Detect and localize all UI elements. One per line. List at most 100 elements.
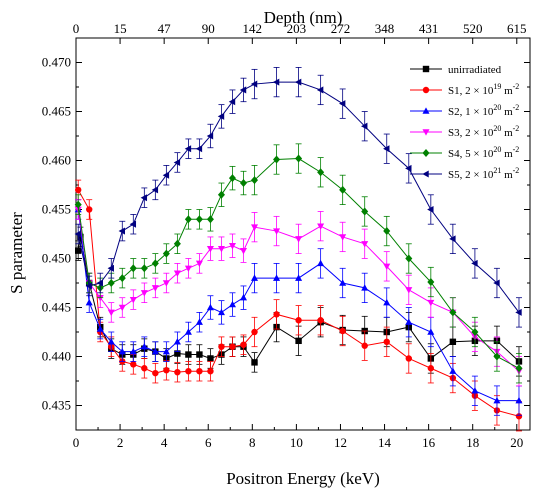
data-point bbox=[163, 367, 170, 374]
top-tick-label: 15 bbox=[114, 21, 127, 36]
data-point bbox=[152, 369, 159, 377]
data-point bbox=[251, 328, 258, 336]
data-point bbox=[250, 80, 258, 88]
data-point bbox=[361, 207, 369, 216]
x-tick-label: 20 bbox=[510, 435, 523, 450]
data-point bbox=[239, 294, 248, 301]
legend-entry: S1, 2 × 1019 m-2 bbox=[410, 82, 519, 97]
data-point bbox=[195, 260, 203, 268]
data-point bbox=[74, 230, 81, 238]
data-point bbox=[129, 264, 137, 273]
data-point bbox=[361, 284, 369, 291]
data-point bbox=[427, 278, 435, 287]
legend-entry: S5, 2 × 1021 m-2 bbox=[410, 166, 519, 181]
data-point bbox=[174, 368, 181, 376]
data-point bbox=[184, 265, 192, 272]
data-point bbox=[107, 279, 115, 287]
data-point bbox=[140, 264, 148, 273]
data-point bbox=[471, 259, 478, 267]
data-point bbox=[383, 263, 391, 271]
data-point bbox=[74, 200, 82, 209]
data-point bbox=[273, 155, 281, 164]
data-point bbox=[294, 78, 302, 86]
data-point bbox=[140, 290, 148, 297]
data-point bbox=[250, 224, 259, 231]
series-s4 bbox=[74, 143, 523, 384]
data-point bbox=[217, 190, 225, 199]
data-point bbox=[405, 318, 413, 325]
data-point bbox=[96, 294, 104, 302]
data-point bbox=[317, 317, 324, 324]
legend-label: S4, 5 × 1020 m-2 bbox=[448, 145, 519, 160]
x-tick-label: 12 bbox=[334, 435, 347, 450]
data-point bbox=[185, 368, 192, 375]
data-point bbox=[107, 338, 115, 345]
data-point bbox=[493, 279, 500, 287]
data-point bbox=[361, 241, 369, 248]
data-point bbox=[86, 206, 93, 213]
top-tick-label: 90 bbox=[202, 21, 215, 36]
x-tick-label: 6 bbox=[205, 435, 212, 450]
data-point bbox=[317, 168, 325, 177]
data-point bbox=[206, 245, 214, 253]
y-tick-label: 0.440 bbox=[42, 349, 71, 364]
data-point bbox=[207, 355, 214, 362]
y-axis-title: S parameter bbox=[7, 212, 26, 294]
data-point bbox=[118, 347, 126, 355]
data-point bbox=[295, 337, 302, 345]
data-point bbox=[383, 145, 390, 153]
data-point bbox=[295, 317, 302, 324]
data-point bbox=[85, 298, 93, 306]
y-tick-label: 0.460 bbox=[42, 153, 71, 168]
data-point bbox=[383, 338, 390, 345]
data-point bbox=[515, 413, 523, 420]
data-point bbox=[151, 259, 159, 268]
x-tick-label: 18 bbox=[466, 435, 479, 450]
data-point bbox=[207, 368, 214, 375]
data-point bbox=[273, 311, 280, 318]
series-s2 bbox=[74, 199, 523, 416]
data-point bbox=[427, 299, 435, 307]
legend-label: S2, 1 × 1020 m-2 bbox=[448, 103, 519, 118]
y-tick-label: 0.450 bbox=[42, 251, 71, 266]
data-point bbox=[405, 164, 412, 172]
y-tick-label: 0.470 bbox=[42, 55, 71, 70]
top-tick-label: 615 bbox=[507, 21, 527, 36]
x-tick-label: 14 bbox=[378, 435, 392, 450]
legend-entry: S3, 2 × 1020 m-2 bbox=[410, 124, 519, 139]
data-point bbox=[405, 254, 413, 263]
data-point bbox=[129, 296, 137, 304]
data-point bbox=[449, 235, 456, 243]
data-point bbox=[228, 243, 236, 250]
top-tick-label: 47 bbox=[158, 21, 172, 36]
data-point bbox=[173, 270, 181, 277]
x-tick-label: 4 bbox=[161, 435, 168, 450]
legend-marker bbox=[422, 107, 430, 114]
data-point bbox=[75, 186, 82, 194]
legend-marker bbox=[422, 86, 430, 94]
data-point bbox=[140, 194, 148, 202]
legend-marker bbox=[422, 170, 429, 178]
data-point bbox=[295, 274, 303, 281]
data-point bbox=[383, 227, 391, 236]
data-point bbox=[162, 249, 170, 258]
data-point bbox=[251, 359, 258, 366]
x-axis-title: Positron Energy (keV) bbox=[226, 469, 380, 488]
x-tick-label: 16 bbox=[422, 435, 436, 450]
top-tick-label: 272 bbox=[331, 21, 351, 36]
data-point bbox=[471, 328, 479, 336]
data-point bbox=[195, 215, 203, 224]
data-point bbox=[162, 280, 170, 287]
data-point bbox=[449, 308, 457, 317]
data-point bbox=[272, 78, 280, 86]
data-point bbox=[118, 227, 126, 235]
data-point bbox=[184, 328, 192, 335]
data-point bbox=[427, 365, 435, 372]
y-tick-label: 0.445 bbox=[42, 300, 71, 315]
data-point bbox=[228, 300, 236, 308]
data-point bbox=[107, 309, 115, 317]
data-point bbox=[317, 223, 325, 230]
data-point bbox=[471, 387, 479, 394]
data-point bbox=[196, 368, 203, 375]
data-point bbox=[118, 304, 126, 312]
